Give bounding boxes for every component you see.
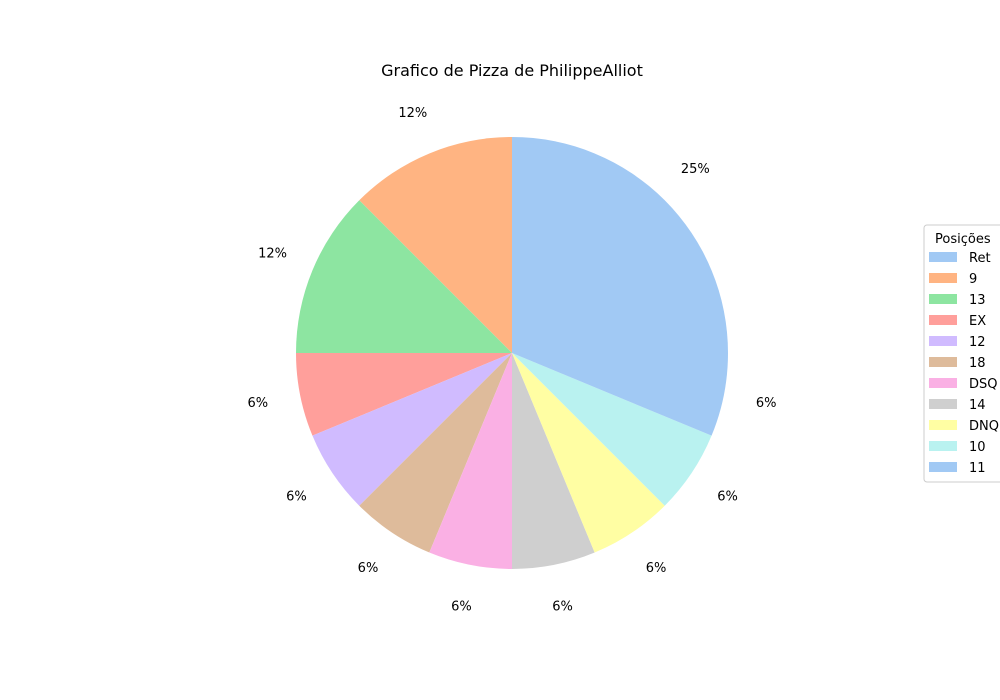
pie-slice-dsq	[429, 353, 512, 569]
legend-label-ex: EX	[969, 314, 986, 329]
legend-label-dnq: DNQ	[969, 419, 999, 434]
legend-swatch-dnq	[929, 420, 957, 430]
legend-label-9: 9	[969, 272, 977, 287]
pct-label-ex: 6%	[247, 396, 268, 411]
legend-swatch-ex	[929, 315, 957, 325]
pct-label-ret: 25%	[681, 162, 710, 177]
legend-swatch-12	[929, 336, 957, 346]
pct-label-13: 12%	[258, 246, 287, 261]
pie-slice-ex	[296, 353, 512, 436]
legend-label-10: 10	[969, 440, 986, 455]
legend-label-12: 12	[969, 335, 986, 350]
pct-label-12: 6%	[286, 490, 307, 505]
legend-label-13: 13	[969, 293, 986, 308]
legend-title: Posições	[935, 232, 991, 247]
pie-slice-13	[296, 200, 512, 353]
legend-label-ret: Ret	[969, 251, 991, 266]
pct-label-dsq: 6%	[451, 600, 472, 615]
legend-label-18: 18	[969, 356, 986, 371]
legend-label-dsq: DSQ	[969, 377, 998, 392]
pie-slice-ret	[512, 137, 728, 353]
pie-slice-14	[512, 353, 595, 569]
pct-label-18: 6%	[358, 561, 379, 576]
pie-area	[296, 137, 728, 569]
legend-swatch-11	[929, 462, 957, 472]
legend-swatch-10	[929, 441, 957, 451]
pie-slice-11	[512, 353, 728, 436]
pct-label-11: 6%	[756, 396, 777, 411]
pie-slice-9	[359, 137, 512, 353]
pie-slice-dnq	[512, 353, 665, 553]
legend-swatch-13	[929, 294, 957, 304]
legend-swatch-18	[929, 357, 957, 367]
legend-swatch-dsq	[929, 378, 957, 388]
legend-items: Ret 9 13 EX 12 18 DSQ 14 DNQ 10 11	[929, 251, 999, 476]
legend-label-14: 14	[969, 398, 986, 413]
chart-title: Grafico de Pizza de PhilippeAlliot	[381, 61, 643, 80]
legend-frame	[923, 224, 1000, 483]
pie-percentage-labels: 25% 12% 12% 6% 6% 6% 6% 6% 6% 6% 6%	[247, 106, 776, 615]
legend-swatch-14	[929, 399, 957, 409]
legend-swatch-9	[929, 273, 957, 283]
pct-label-10: 6%	[717, 490, 738, 505]
legend: Posições Ret 9 13 EX 12 18 DSQ 14 DNQ 10 11	[923, 224, 1000, 483]
pie-slice-12	[312, 353, 512, 506]
legend-swatch-ret	[929, 252, 957, 262]
pct-label-9: 12%	[398, 106, 427, 121]
pct-label-14: 6%	[552, 600, 573, 615]
pie-slice-10	[512, 353, 712, 506]
pie-slice-18	[359, 353, 512, 553]
pct-label-dnq: 6%	[646, 561, 667, 576]
legend-label-11: 11	[969, 461, 986, 476]
